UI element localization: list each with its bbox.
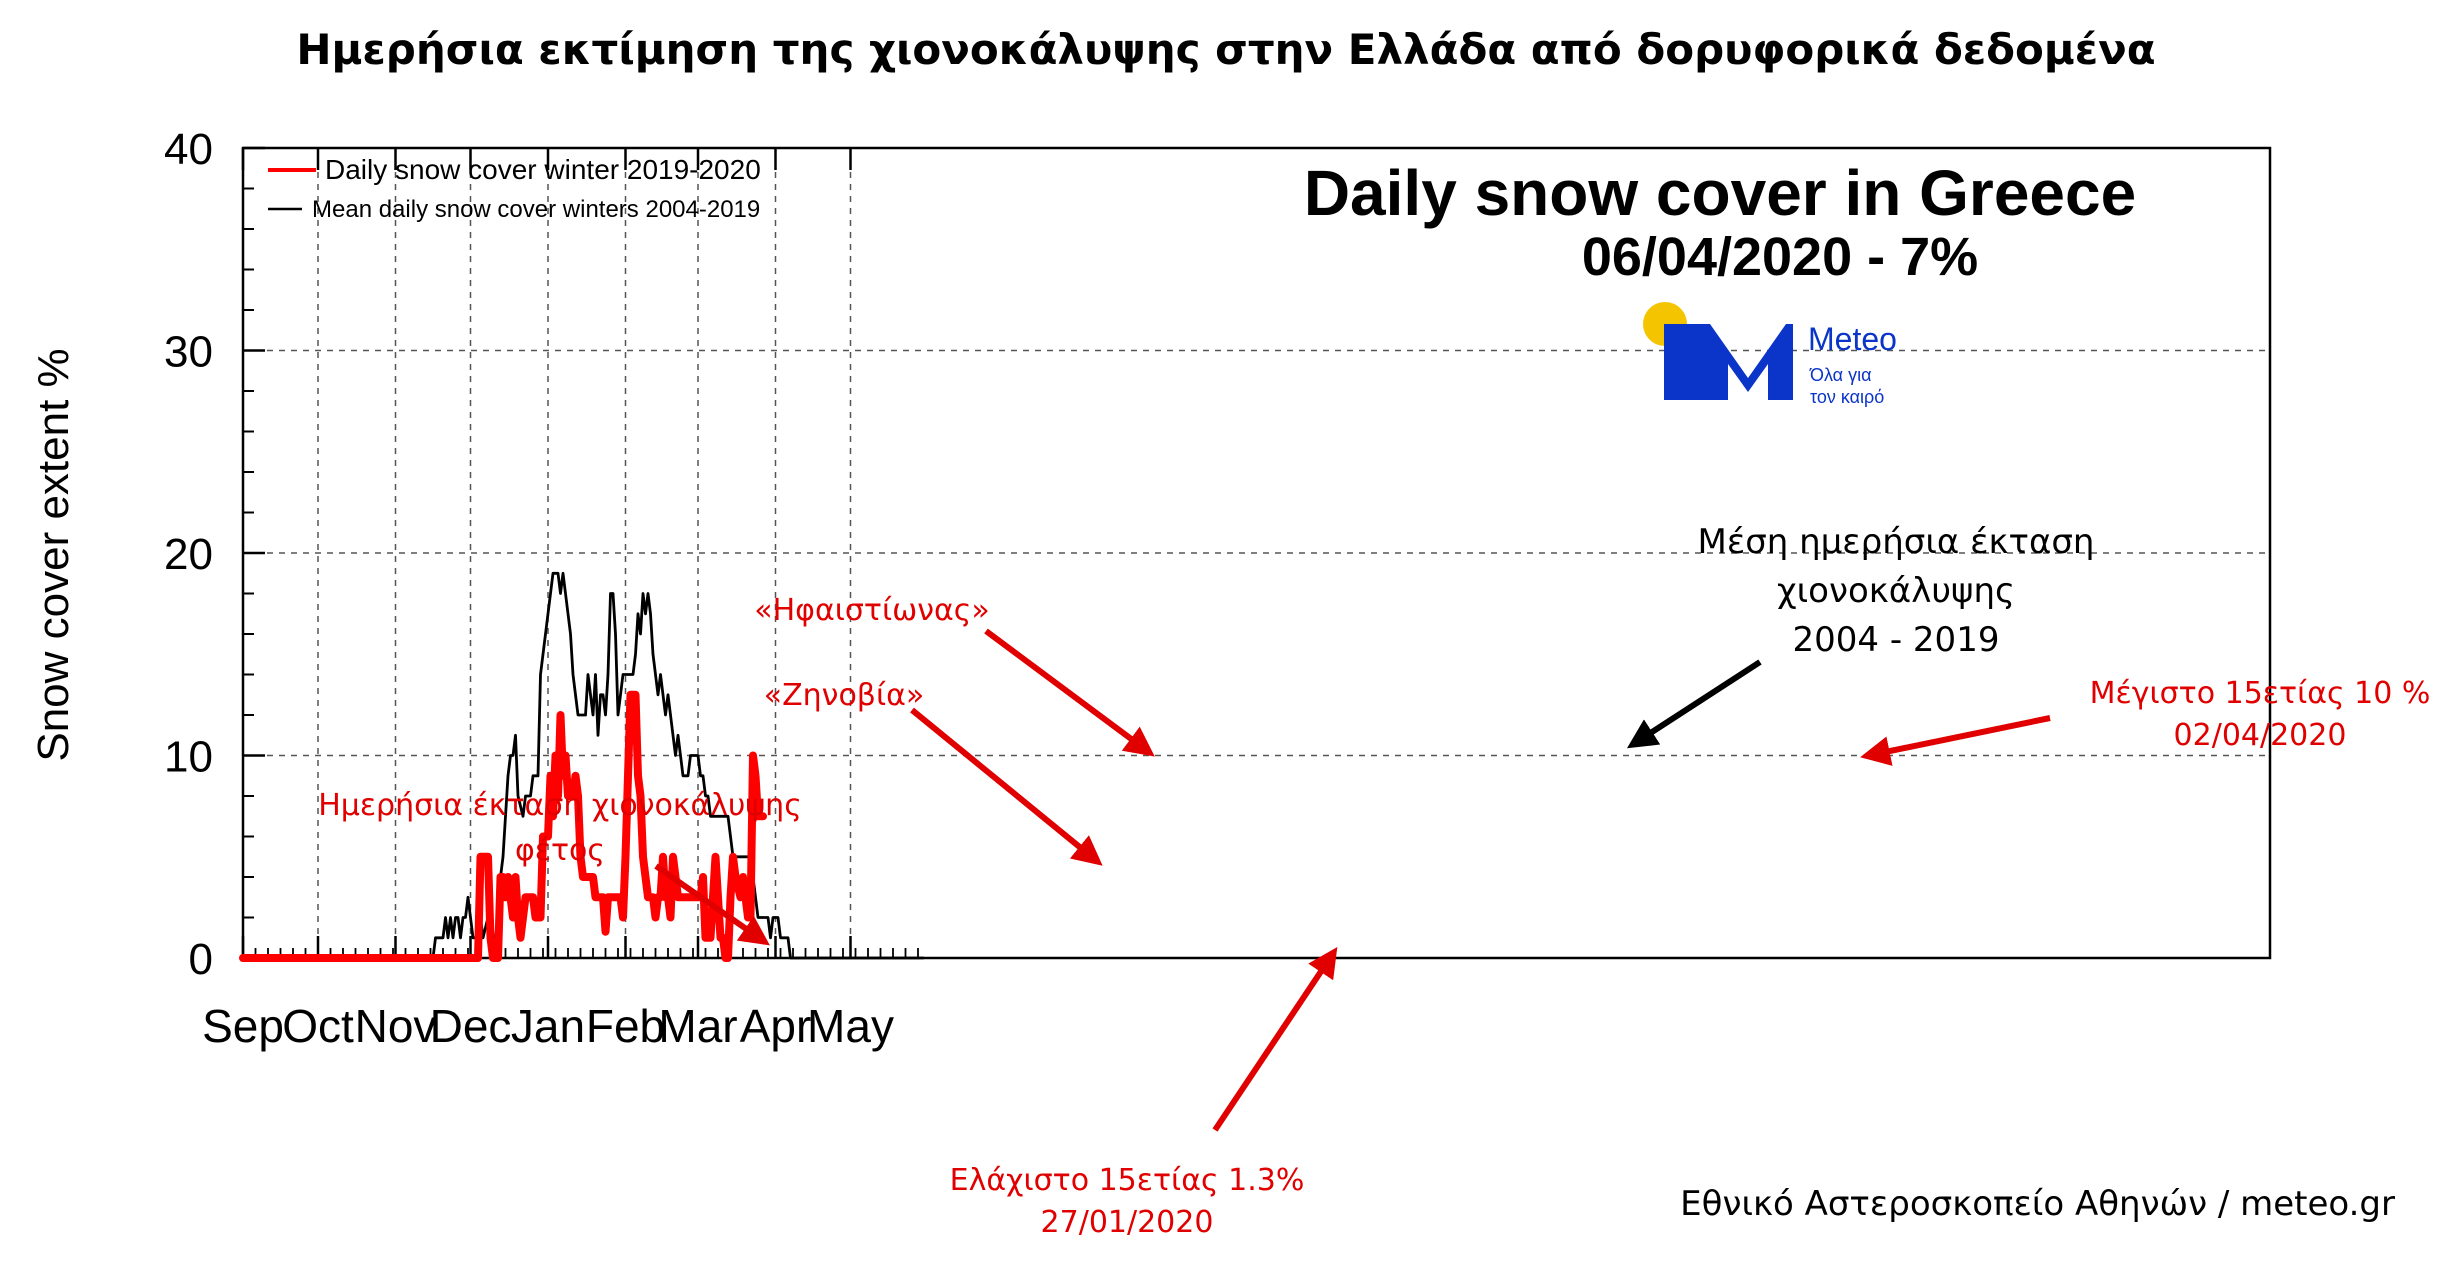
annotation-maximum-line-2: 02/04/2020 [2174,718,2347,753]
arrow-mean [1626,659,1762,749]
annotation-mean-line-2: χιονοκάλυψης [1777,571,2015,611]
arrow-hfaistionas [984,628,1155,757]
annotation-minimum-line-2: 27/01/2020 [1041,1205,1214,1240]
y-tick-label: 40 [164,125,213,174]
series-line-mean-2004-2019 [241,571,925,960]
y-tick-label: 10 [164,733,213,782]
y-tick-label: 0 [189,935,213,984]
arrow-zenovia [910,707,1103,866]
arrow-maximum [1860,715,2051,766]
grid [243,148,2270,958]
page-title: Ημερήσια εκτίμηση της χιονοκάλυψης στην … [296,25,2155,74]
annotations: Ημερήσια έκταση χιονοκάλυψης φέτος «Ζηνο… [318,522,2430,1240]
y-axis: 0 10 20 30 40 [164,125,265,984]
x-tick-label: Nov [355,1000,437,1052]
annotation-this-year-line-2: φέτος [515,833,605,868]
y-axis-label: Snow cover extent % [29,348,78,761]
meteo-logo: Meteo Όλα για τον καιρό [1643,302,1897,407]
annotation-mean-line-3: 2004 - 2019 [1793,620,2000,660]
x-tick-label: Jan [511,1000,585,1052]
x-tick-label: Sep [202,1000,284,1052]
y-tick-label: 20 [164,530,213,579]
legend: Daily snow cover winter 2019-2020 Mean d… [268,154,761,223]
x-tick-label: Oct [282,1000,354,1052]
series-lines [239,571,925,962]
x-tick-label: Apr [740,1000,812,1052]
annotation-this-year-line-1: Ημερήσια έκταση χιονοκάλυψης [318,788,802,823]
x-tick-label: Mar [658,1000,737,1052]
y-tick-label: 30 [164,328,213,377]
x-tick-label: Dec [430,1000,512,1052]
annotation-zenovia: «Ζηνοβία» [764,678,924,713]
footer-credit: Εθνικό Αστεροσκοπείο Αθηνών / meteo.gr [1680,1184,2395,1224]
annotation-maximum-line-1: Μέγιστο 15ετίας 10 % [2090,676,2431,711]
chart-title: Daily snow cover in Greece [1304,157,2136,229]
x-tick-label: May [807,1000,894,1052]
logo-tagline-2: τον καιρό [1810,387,1884,407]
arrow-minimum [1212,947,1338,1132]
arrow-this-year [654,863,770,946]
logo-brand: Meteo [1808,321,1897,357]
annotation-mean-line-1: Μέση ημερήσια έκταση [1698,522,2095,562]
logo-m-mark [1664,324,1793,400]
legend-label-mean: Mean daily snow cover winters 2004-2019 [312,196,760,223]
legend-label-2019-2020: Daily snow cover winter 2019-2020 [325,154,761,185]
annotation-minimum-line-1: Ελάχιστο 15ετίας 1.3% [950,1163,1305,1198]
annotation-hfaistionas: «Ηφαιστίωνας» [754,593,989,628]
x-tick-label: Feb [586,1000,665,1052]
logo-tagline-1: Όλα για [1809,365,1871,385]
chart-subtitle: 06/04/2020 - 7% [1582,227,1978,287]
series-line-winter-2019-2020 [239,690,767,962]
